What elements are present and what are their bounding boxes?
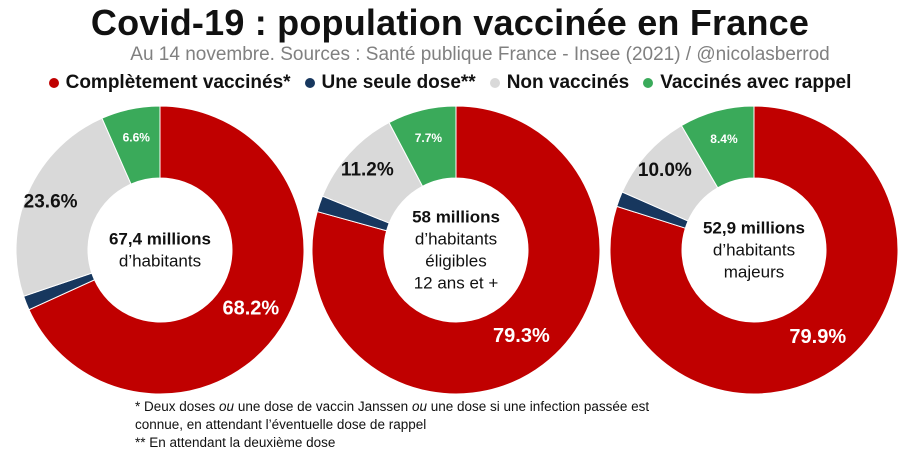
chart1-slice-non-vaccines — [15, 117, 132, 297]
legend-label-non-vaccines: Non vaccinés — [506, 72, 630, 93]
chart1-slice-rappel — [101, 105, 161, 185]
chart-title: Covid-19 : population vaccinée en France — [90, 2, 810, 43]
footnotes: * Deux doses ou une dose de vaccin Janss… — [135, 398, 775, 452]
chart1-label-complet: 68.2% — [222, 297, 279, 319]
chart3-center-line-3: majeurs — [724, 263, 784, 282]
footnote-2: ** En attendant la deuxième dose — [135, 435, 336, 450]
chart1-center-line-2: d’habitants — [119, 252, 201, 271]
legend-label-complet: Complètement vaccinés* — [65, 72, 291, 93]
chart1-label-rappel: 6.6% — [123, 130, 151, 144]
footnote-1-cont: connue, en attendant l’éventuelle dose d… — [135, 417, 427, 432]
legend-dot-une-dose — [304, 78, 315, 88]
chart2-center-line-4: 12 ans et + — [414, 274, 499, 293]
legend-dot-non-vaccines — [489, 78, 500, 88]
chart3-center-line-1: 52,9 millions — [703, 219, 805, 238]
chart2-slice-complet — [311, 105, 601, 395]
legend-label-une-dose: Une seule dose** — [321, 72, 476, 93]
chart2-label-complet: 79.3% — [493, 325, 550, 347]
chart3-label-rappel: 8.4% — [710, 132, 738, 146]
chart2-center-line-3: éligibles — [425, 252, 486, 271]
legend-dot-complet — [48, 78, 59, 88]
chart2-slice-rappel — [388, 105, 457, 187]
chart2-label-non-vaccines: 11.2% — [341, 159, 394, 180]
legend-item-non-vaccines: Non vaccinés — [489, 70, 630, 96]
legend-dot-rappel — [643, 78, 654, 88]
footnote-1: * Deux doses ou une dose de vaccin Janss… — [135, 399, 650, 414]
chart3-center-line-2: d’habitants — [713, 241, 795, 260]
legend-label-rappel: Vaccinés avec rappel — [660, 72, 852, 93]
chart2-center-line-1: 58 millions — [412, 208, 500, 227]
chart3-label-complet: 79.9% — [789, 326, 846, 348]
chart-subtitle: Au 14 novembre. Sources : Santé publique… — [130, 44, 830, 65]
legend: Complètement vaccinés* Une seule dose** … — [0, 70, 900, 96]
legend-item-complet: Complètement vaccinés* — [48, 70, 291, 96]
chart3-slice-rappel — [680, 105, 755, 189]
chart3-slice-complet — [609, 105, 899, 395]
chart1-slice-complet — [28, 105, 305, 395]
chart1-label-non-vaccines: 23.6% — [24, 191, 78, 212]
legend-item-rappel: Vaccinés avec rappel — [643, 70, 851, 96]
chart2-center-line-2: d’habitants — [415, 230, 497, 249]
chart2-label-rappel: 7.7% — [415, 131, 443, 145]
legend-item-une-dose: Une seule dose** — [304, 70, 476, 96]
chart1-center-line-1: 67,4 millions — [109, 230, 211, 249]
chart3-label-non-vaccines: 10.0% — [638, 160, 692, 181]
